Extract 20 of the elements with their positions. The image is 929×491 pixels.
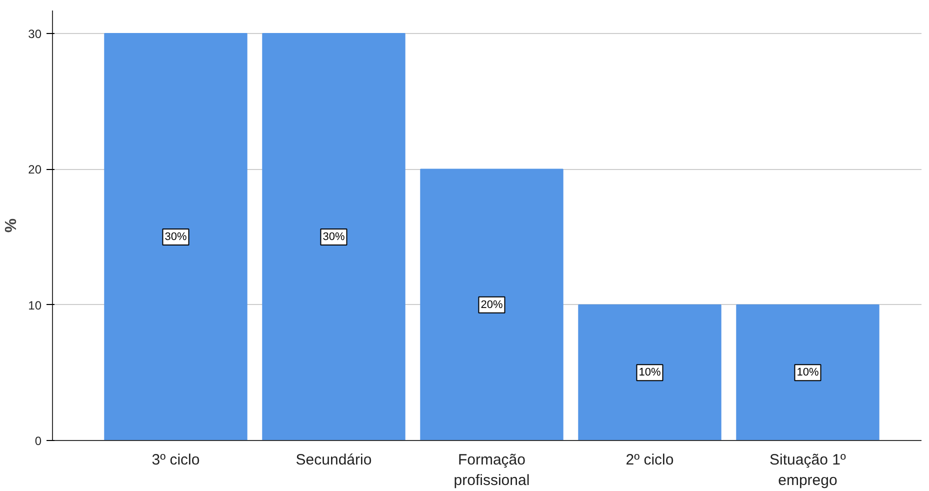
y-tick-label: 0: [34, 434, 42, 448]
x-tick-label: Secundário: [296, 452, 372, 468]
y-tick-label: 20: [28, 162, 42, 177]
bar: [420, 168, 564, 440]
bar: [262, 33, 406, 440]
data-label: 20%: [480, 298, 503, 311]
x-tick-label: 3º ciclo: [152, 452, 200, 468]
data-label: 10%: [796, 366, 819, 379]
data-label: 30%: [322, 231, 345, 244]
y-tick-label: 10: [28, 298, 42, 312]
bar: [736, 304, 880, 440]
x-tick-label: Formação profissional: [454, 452, 530, 489]
bar: [578, 304, 722, 440]
y-tick-label: 30: [28, 27, 42, 42]
data-label: 30%: [164, 231, 187, 244]
y-axis-title: %: [3, 218, 20, 233]
x-tick-label: Situação 1º emprego: [770, 452, 846, 489]
x-tick-label: 2º ciclo: [626, 452, 674, 468]
data-label: 10%: [638, 366, 661, 379]
bar: [104, 33, 248, 440]
